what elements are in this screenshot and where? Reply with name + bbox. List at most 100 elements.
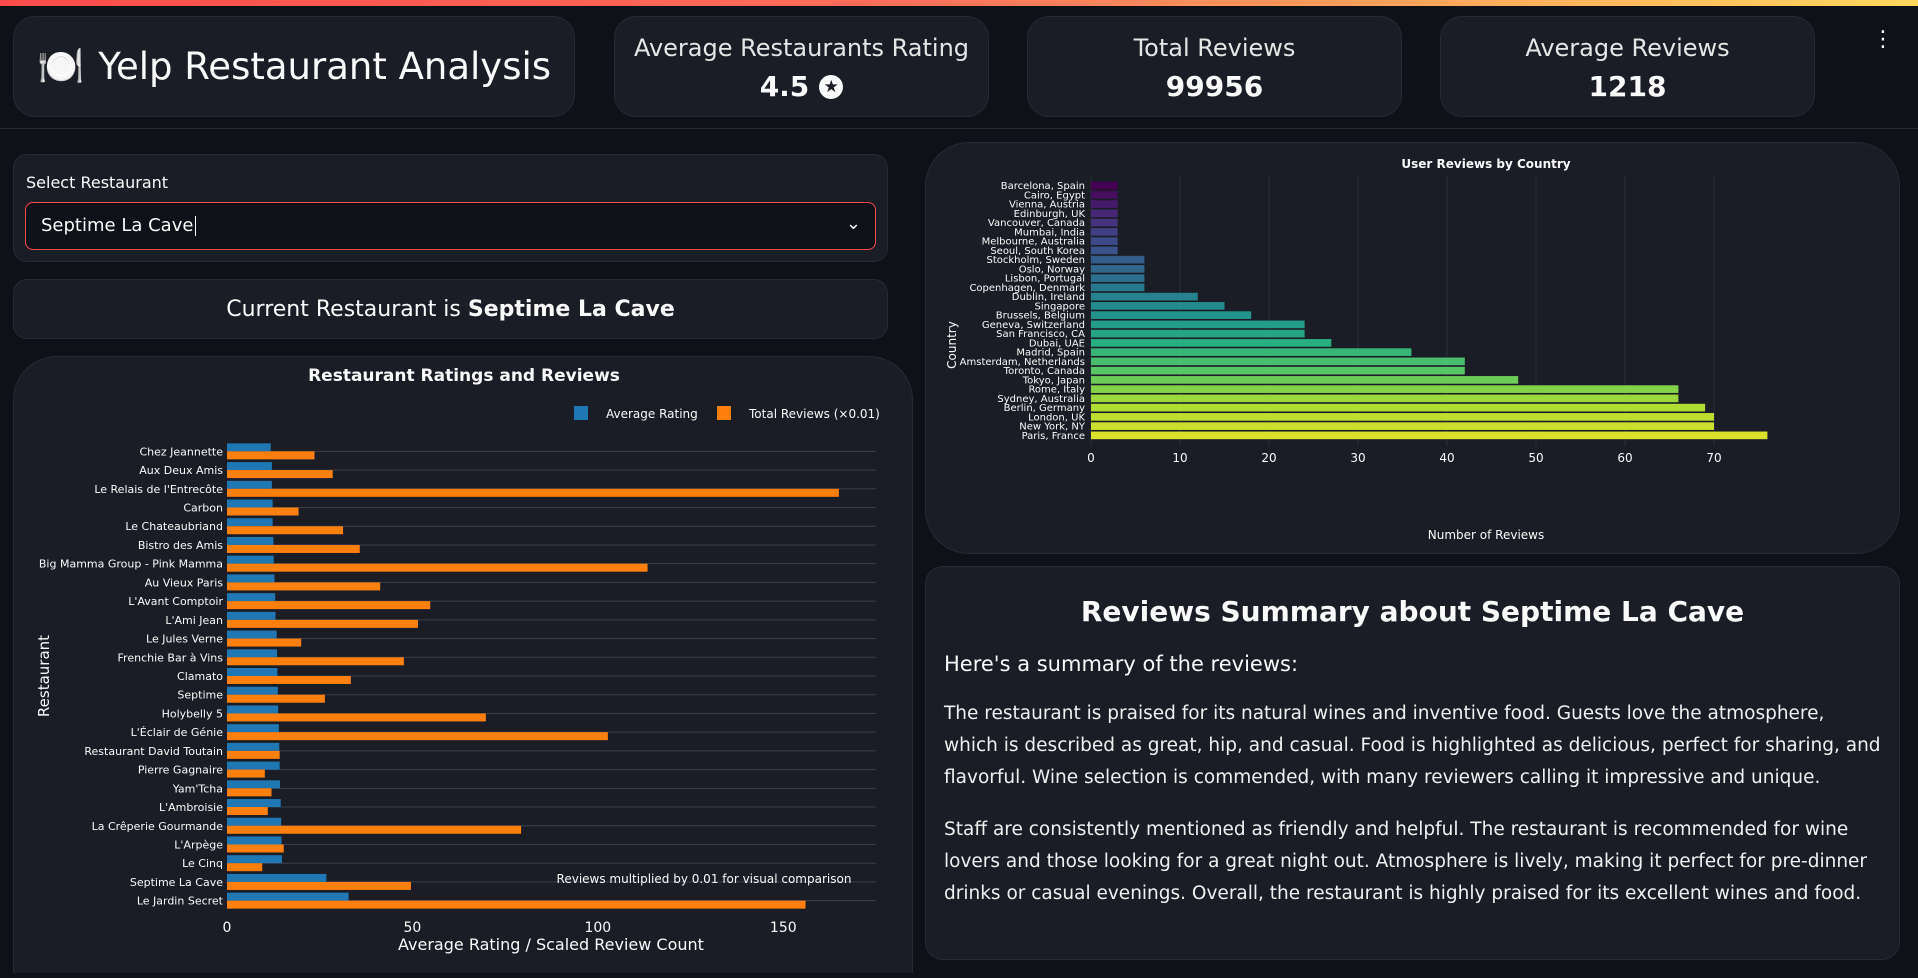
y-tick-label: Restaurant David Toutain bbox=[84, 745, 223, 758]
bar bbox=[1091, 431, 1768, 440]
y-tick-label: Big Mamma Group - Pink Mamma bbox=[39, 558, 223, 571]
y-tick-label: Sydney, Australia bbox=[997, 394, 1085, 405]
x-tick-label: 50 bbox=[404, 920, 422, 936]
y-tick-label: Rome, Italy bbox=[1028, 385, 1085, 396]
x-tick-label: 30 bbox=[1350, 451, 1365, 465]
bar bbox=[227, 724, 279, 733]
bar bbox=[1091, 376, 1519, 384]
y-tick-label: Tokyo, Japan bbox=[1022, 375, 1085, 386]
metric-value: 1218 bbox=[1588, 70, 1667, 103]
country-reviews-chart-card: User Reviews by Country Barcelona, Spain C… bbox=[925, 142, 1900, 554]
bar bbox=[227, 518, 273, 527]
bar bbox=[227, 582, 381, 591]
bar bbox=[227, 844, 284, 853]
bar bbox=[227, 855, 282, 864]
y-tick-label: Seoul, South Korea bbox=[990, 246, 1085, 257]
bar bbox=[227, 713, 486, 722]
y-tick-label: Le Cinq bbox=[182, 857, 223, 870]
bar bbox=[227, 769, 265, 778]
restaurant-select[interactable]: Septime La Cave ⌄ bbox=[25, 202, 876, 250]
y-tick-label: Le Jardin Secret bbox=[137, 895, 224, 908]
current-restaurant-banner: Current Restaurant is Septime La Cave bbox=[13, 279, 888, 339]
y-tick-label: Pierre Gagnaire bbox=[138, 764, 223, 777]
y-tick-label: Clamato bbox=[177, 670, 223, 683]
x-tick-label: 100 bbox=[584, 920, 611, 936]
x-tick-label: 50 bbox=[1528, 451, 1543, 465]
bar bbox=[227, 638, 302, 647]
y-tick-label: Amsterdam, Netherlands bbox=[960, 357, 1085, 368]
y-tick-label: Copenhagen, Denmark bbox=[969, 283, 1085, 294]
bar bbox=[227, 686, 278, 695]
y-tick-label: Edinburgh, UK bbox=[1014, 209, 1086, 220]
bar bbox=[227, 630, 277, 639]
y-tick-label: L'Ambroisie bbox=[159, 801, 223, 814]
bar bbox=[227, 563, 648, 572]
bar bbox=[1091, 366, 1465, 375]
metric-label: Total Reviews bbox=[1133, 34, 1296, 62]
bar bbox=[227, 526, 344, 535]
y-tick-label: Frenchie Bar à Vins bbox=[118, 651, 224, 664]
bar bbox=[227, 574, 275, 583]
y-axis-label: Restaurant bbox=[35, 635, 53, 717]
bar bbox=[227, 825, 522, 834]
bar bbox=[1091, 339, 1332, 347]
chevron-down-icon[interactable]: ⌄ bbox=[845, 213, 861, 234]
bar bbox=[227, 694, 325, 703]
y-tick-label: Le Jules Verne bbox=[146, 633, 223, 646]
y-tick-label: Yam'Tcha bbox=[172, 782, 223, 795]
bar bbox=[1091, 394, 1679, 403]
y-tick-label: L'Arpège bbox=[174, 838, 223, 851]
x-tick-label: 60 bbox=[1617, 451, 1632, 465]
y-tick-label: Cairo, Egypt bbox=[1024, 190, 1085, 201]
chart-title: User Reviews by Country bbox=[1401, 157, 1570, 171]
bar bbox=[1091, 292, 1198, 301]
bar bbox=[227, 900, 806, 909]
bar bbox=[1091, 191, 1118, 199]
y-tick-label: Dubai, UAE bbox=[1029, 338, 1085, 349]
bar bbox=[227, 836, 282, 845]
y-tick-label: Au Vieux Paris bbox=[145, 576, 224, 589]
bar bbox=[1091, 302, 1225, 310]
bar bbox=[227, 536, 274, 545]
metric-label: Average Reviews bbox=[1525, 34, 1730, 62]
bar bbox=[227, 799, 281, 808]
app-title: Yelp Restaurant Analysis bbox=[98, 45, 552, 88]
kebab-menu-icon[interactable]: ⋮ bbox=[1872, 27, 1894, 52]
chart-annotation: Reviews multiplied by 0.01 for visual co… bbox=[557, 872, 852, 886]
x-tick-label: 40 bbox=[1439, 451, 1454, 465]
bar bbox=[1091, 311, 1252, 319]
bar bbox=[227, 470, 333, 479]
current-prefix: Current Restaurant is bbox=[226, 296, 461, 322]
y-tick-label: Le Chateaubriand bbox=[125, 520, 223, 533]
y-tick-label: Singapore bbox=[1035, 301, 1085, 312]
bar bbox=[227, 593, 276, 602]
metric-average-reviews: Average Reviews 1218 bbox=[1440, 16, 1815, 117]
metric-average-rating: Average Restaurants Rating 4.5 ★ bbox=[614, 16, 989, 117]
bar bbox=[1091, 200, 1118, 208]
bar bbox=[1091, 422, 1714, 430]
select-value: Septime La Cave bbox=[41, 215, 196, 236]
bar bbox=[1091, 320, 1305, 329]
y-tick-label: Carbon bbox=[183, 502, 223, 515]
x-axis-label: Average Rating / Scaled Review Count bbox=[398, 935, 704, 954]
bar bbox=[227, 863, 263, 872]
app-title-card: 🍽️ Yelp Restaurant Analysis bbox=[13, 16, 575, 117]
y-tick-label: La Crêperie Gourmande bbox=[92, 820, 224, 833]
bar bbox=[227, 555, 274, 564]
reviews-summary-card: Reviews Summary about Septime La Cave He… bbox=[925, 566, 1900, 960]
bar bbox=[1091, 385, 1679, 393]
x-tick-label: 20 bbox=[1261, 451, 1276, 465]
bar bbox=[227, 507, 299, 516]
bar bbox=[227, 649, 278, 658]
bar bbox=[1091, 329, 1305, 338]
bar bbox=[227, 480, 272, 489]
bar bbox=[227, 732, 608, 741]
x-tick-label: 10 bbox=[1172, 451, 1187, 465]
bar bbox=[1091, 181, 1118, 190]
bar bbox=[227, 676, 351, 684]
summary-title: Reviews Summary about Septime La Cave bbox=[1080, 595, 1745, 628]
bar bbox=[227, 807, 268, 816]
fork-plate-icon: 🍽️ bbox=[36, 44, 85, 88]
bar bbox=[227, 443, 271, 452]
summary-paragraph-2: Staff are consistently mentioned as frie… bbox=[944, 819, 1868, 904]
